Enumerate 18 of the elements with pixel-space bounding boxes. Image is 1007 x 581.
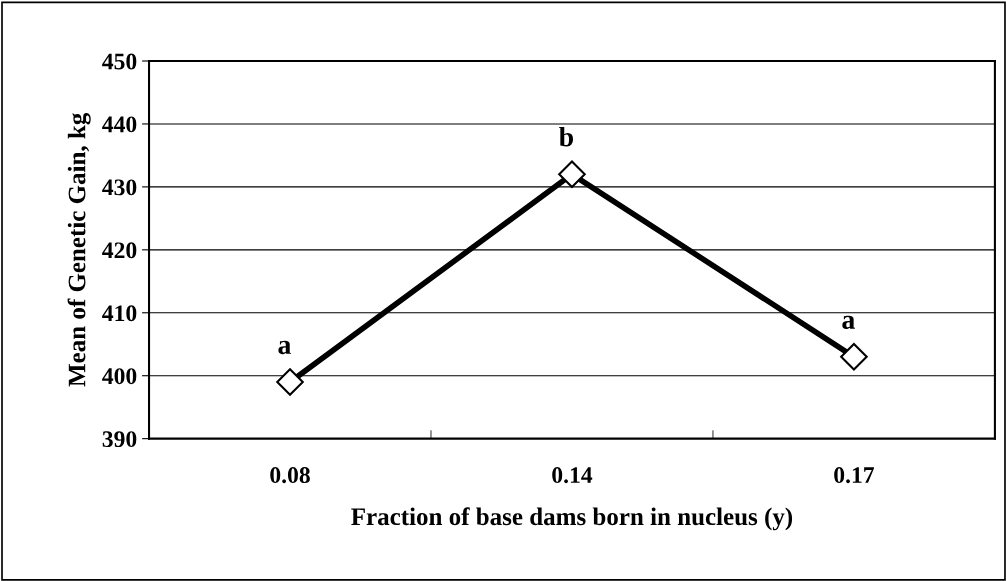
y-tick-label: 390	[102, 431, 137, 448]
y-tick-label: 420	[102, 242, 137, 259]
x-tick-label: 0.08	[270, 467, 310, 484]
point	[840, 343, 868, 371]
annotation: b	[559, 126, 574, 147]
point	[558, 160, 586, 189]
y-tick-label: 430	[102, 179, 137, 196]
y-tick-label: 450	[102, 53, 137, 70]
annotation: a	[842, 315, 855, 329]
y-tick-label: 410	[102, 305, 137, 322]
y-axis-title: Mean of Genetic Gain, kg	[67, 112, 91, 387]
point	[276, 368, 304, 396]
x-tick-label: 0.17	[834, 467, 875, 484]
y-tick-label: 400	[102, 368, 137, 385]
y-tick-label: 440	[102, 116, 137, 133]
x-axis-title: Fraction of base dams born in nucleus (y)	[351, 507, 793, 531]
annotation: a	[278, 340, 291, 355]
x-tick-label: 0.14	[552, 467, 593, 484]
